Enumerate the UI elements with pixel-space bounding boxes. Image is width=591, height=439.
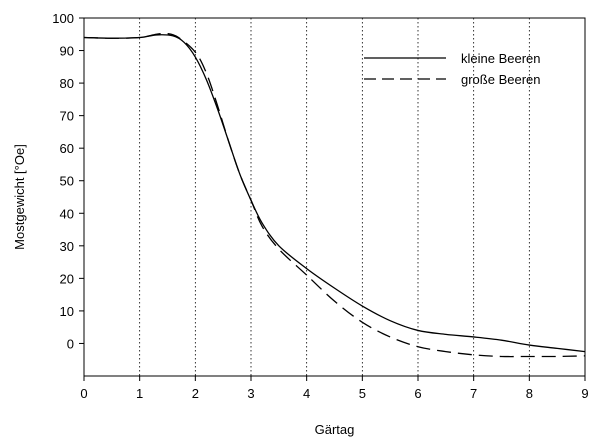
- y-tick-label-50: 50: [60, 174, 74, 189]
- x-tick-label-4: 4: [303, 386, 310, 401]
- y-tick-label-0: 0: [67, 336, 74, 351]
- x-tick-label-2: 2: [192, 386, 199, 401]
- plot-frame: [83, 17, 586, 377]
- y-tick-label-60: 60: [60, 141, 74, 156]
- y-tick-label-90: 90: [60, 44, 74, 59]
- x-tick-label-9: 9: [581, 386, 588, 401]
- y-axis-title: Mostgewicht [°Oe]: [12, 144, 27, 250]
- x-tick-label-7: 7: [470, 386, 477, 401]
- y-tick-label-40: 40: [60, 206, 74, 221]
- x-tick-label-0: 0: [80, 386, 87, 401]
- legend-label-kleine-beeren: kleine Beeren: [461, 51, 541, 66]
- legend-label-grosse-beeren: große Beeren: [461, 72, 541, 87]
- y-tick-label-80: 80: [60, 76, 74, 91]
- series-line-grosse-beeren: [83, 32, 586, 358]
- x-axis-title: Gärtag: [315, 422, 355, 437]
- y-tick-label-70: 70: [60, 109, 74, 124]
- x-tick-label-8: 8: [526, 386, 533, 401]
- y-tick-label-20: 20: [60, 271, 74, 286]
- y-tick-label-30: 30: [60, 239, 74, 254]
- x-tick-label-5: 5: [359, 386, 366, 401]
- series-line-kleine-beeren: [83, 34, 586, 353]
- x-tick-label-6: 6: [414, 386, 421, 401]
- series-layer: [83, 32, 586, 358]
- y-tick-label-100: 100: [52, 11, 74, 26]
- x-tick-label-1: 1: [136, 386, 143, 401]
- legend: kleine Beeren große Beeren: [364, 51, 541, 87]
- y-tick-label-10: 10: [60, 304, 74, 319]
- x-tick-label-3: 3: [247, 386, 254, 401]
